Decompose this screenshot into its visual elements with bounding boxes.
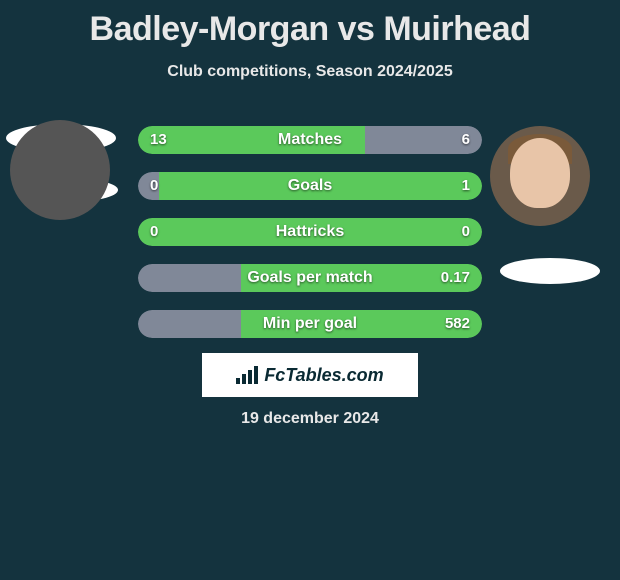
bar-label: Min per goal (138, 310, 482, 338)
bar-right-value: 6 (462, 126, 470, 154)
date-label: 19 december 2024 (0, 410, 620, 428)
stat-row: Min per goal582 (138, 310, 482, 338)
avatar-right-face (510, 138, 570, 208)
brand-box: FcTables.com (202, 353, 418, 397)
bar-right-value: 582 (445, 310, 470, 338)
player-left-name-line2 (18, 178, 118, 202)
bar-label: Goals (138, 172, 482, 200)
bar-label: Matches (138, 126, 482, 154)
bar-label: Hattricks (138, 218, 482, 246)
bar-label: Goals per match (138, 264, 482, 292)
page-title: Badley-Morgan vs Muirhead (0, 0, 620, 49)
stat-row: Matches13 6 (138, 126, 482, 154)
avatar-right-hair (508, 134, 572, 164)
player-right-name (500, 258, 600, 284)
stat-row: Hattricks0 0 (138, 218, 482, 246)
bar-left-value: 0 (150, 218, 158, 246)
brand-bars-icon (236, 366, 258, 384)
bar-left-value: 0 (150, 172, 158, 200)
player-left-name-line1 (6, 124, 116, 152)
brand-text: FcTables.com (264, 365, 383, 386)
bar-right-value: 0 (462, 218, 470, 246)
bar-right-value: 0.17 (441, 264, 470, 292)
avatar-right (490, 126, 590, 226)
stat-row: Goals0 1 (138, 172, 482, 200)
stat-row: Goals per match0.17 (138, 264, 482, 292)
bar-left-value: 13 (150, 126, 167, 154)
comparison-bars: Matches136Goals01Hattricks00Goals per ma… (138, 126, 482, 356)
bar-right-value: 1 (462, 172, 470, 200)
page-subtitle: Club competitions, Season 2024/2025 (0, 63, 620, 81)
